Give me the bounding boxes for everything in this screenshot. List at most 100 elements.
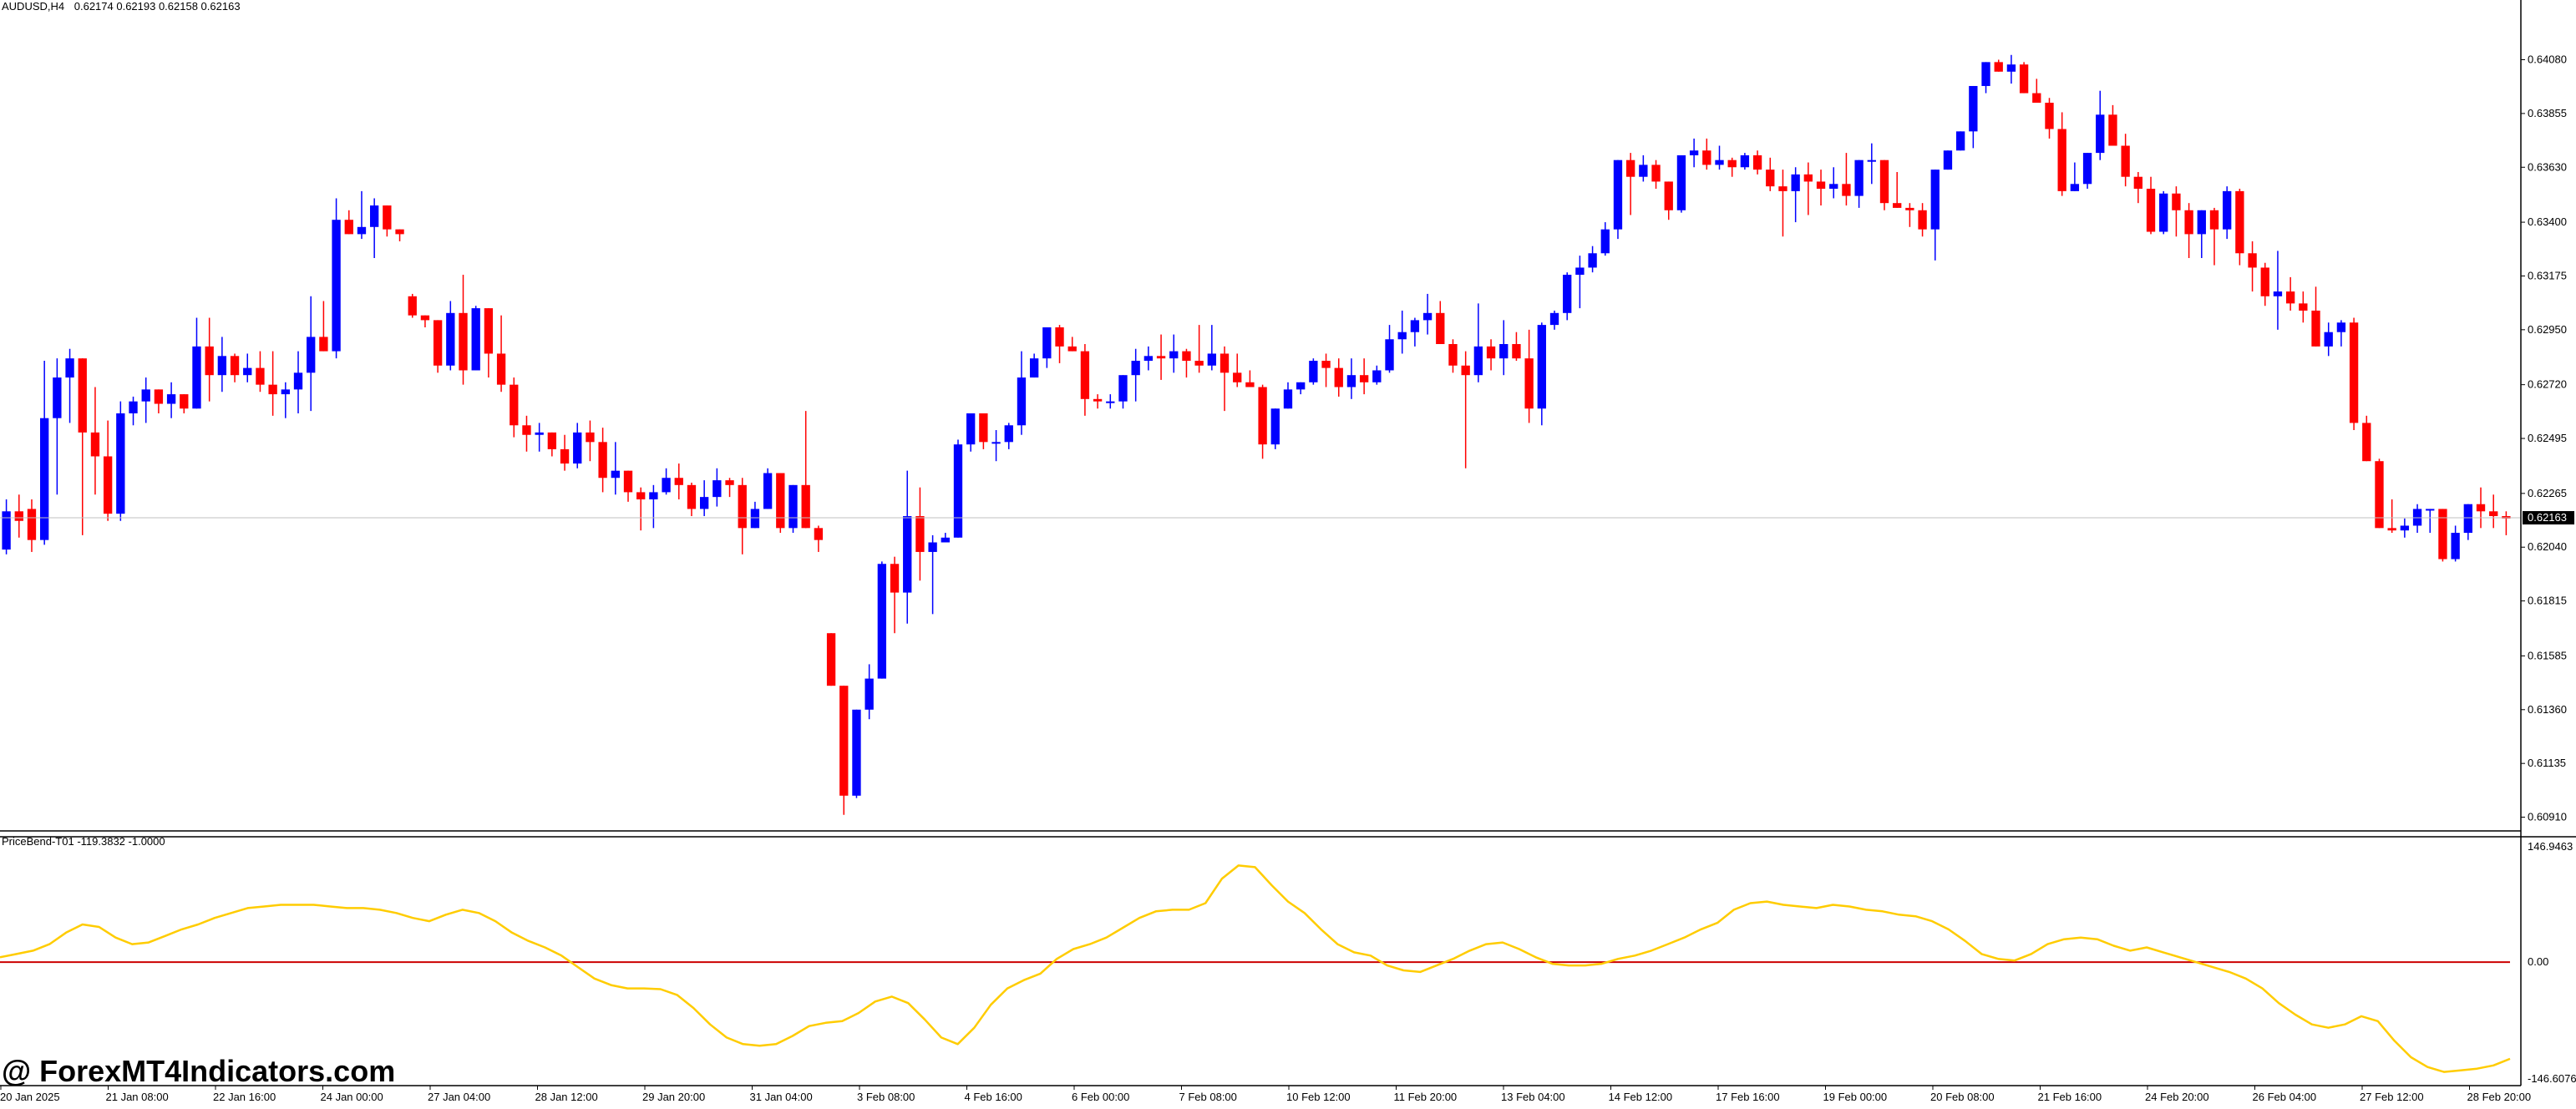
candle[interactable]	[2375, 458, 2384, 529]
candle[interactable]	[2463, 504, 2472, 540]
candle[interactable]	[496, 315, 506, 392]
candle[interactable]	[1067, 337, 1077, 352]
candle[interactable]	[1549, 310, 1559, 330]
candle[interactable]	[141, 377, 150, 423]
candle[interactable]	[1258, 384, 1267, 459]
candle[interactable]	[1918, 203, 1927, 237]
candle[interactable]	[890, 556, 900, 634]
candle[interactable]	[510, 377, 519, 438]
candle[interactable]	[40, 361, 49, 545]
candle[interactable]	[586, 420, 595, 462]
candle[interactable]	[1893, 171, 1902, 208]
candle[interactable]	[2336, 320, 2346, 347]
candle[interactable]	[1778, 170, 1787, 237]
candle[interactable]	[535, 423, 544, 452]
candle[interactable]	[1334, 358, 1343, 397]
candle[interactable]	[65, 348, 74, 423]
candle[interactable]	[1385, 325, 1394, 373]
candle[interactable]	[1448, 339, 1458, 373]
candle[interactable]	[383, 205, 392, 237]
candle[interactable]	[433, 320, 443, 373]
candle[interactable]	[1143, 346, 1154, 371]
candle[interactable]	[1473, 303, 1483, 382]
candle[interactable]	[1296, 382, 1306, 395]
candle[interactable]	[369, 198, 379, 258]
candle[interactable]	[1118, 375, 1128, 409]
candle[interactable]	[180, 394, 189, 413]
candle[interactable]	[547, 432, 557, 457]
candle[interactable]	[1613, 160, 1623, 240]
candle[interactable]	[1816, 170, 1826, 206]
candle[interactable]	[1689, 138, 1699, 168]
candle[interactable]	[395, 229, 404, 241]
candle[interactable]	[484, 308, 494, 378]
candle[interactable]	[2159, 190, 2168, 235]
candle[interactable]	[192, 317, 201, 409]
candle[interactable]	[1905, 203, 1914, 227]
candle[interactable]	[1422, 293, 1433, 335]
candle[interactable]	[1017, 351, 1027, 435]
candle[interactable]	[2235, 189, 2244, 266]
candle[interactable]	[268, 351, 277, 416]
candle[interactable]	[1410, 317, 1420, 347]
candle[interactable]	[839, 686, 849, 815]
candle[interactable]	[256, 351, 265, 392]
candle[interactable]	[1486, 339, 1496, 371]
candle[interactable]	[78, 358, 87, 535]
candle[interactable]	[573, 423, 582, 468]
candle[interactable]	[941, 533, 950, 543]
candle[interactable]	[928, 534, 937, 615]
candle[interactable]	[611, 442, 620, 495]
candle[interactable]	[674, 463, 683, 499]
candle[interactable]	[357, 190, 367, 240]
candle[interactable]	[623, 470, 633, 502]
candle[interactable]	[1829, 167, 1838, 199]
candle[interactable]	[103, 420, 113, 521]
candle[interactable]	[116, 401, 125, 521]
candle[interactable]	[1499, 320, 1509, 376]
candle[interactable]	[1106, 394, 1115, 409]
candle[interactable]	[877, 561, 887, 679]
candle[interactable]	[2476, 487, 2486, 529]
candle[interactable]	[1283, 382, 1293, 409]
candle[interactable]	[1930, 170, 1940, 261]
candle[interactable]	[2260, 262, 2269, 306]
candle[interactable]	[1702, 138, 1711, 170]
candle[interactable]	[1156, 334, 1166, 380]
candle[interactable]	[2121, 134, 2130, 187]
candle[interactable]	[738, 478, 747, 554]
candle[interactable]	[1093, 394, 1103, 409]
candle[interactable]	[1397, 310, 1407, 354]
candle[interactable]	[2349, 317, 2359, 431]
candle[interactable]	[1055, 325, 1064, 363]
candle[interactable]	[776, 473, 785, 534]
candle[interactable]	[865, 664, 874, 720]
price-panel[interactable]	[0, 54, 2521, 815]
candle[interactable]	[1791, 167, 1800, 223]
candle[interactable]	[53, 358, 62, 495]
candle[interactable]	[281, 382, 290, 418]
candle[interactable]	[662, 468, 671, 495]
candle[interactable]	[687, 482, 697, 517]
candle[interactable]	[1512, 332, 1521, 362]
candle[interactable]	[154, 389, 164, 413]
candle[interactable]	[446, 301, 455, 371]
candle[interactable]	[2045, 98, 2054, 139]
candle[interactable]	[2285, 276, 2295, 311]
candle[interactable]	[1372, 365, 1382, 385]
candle[interactable]	[217, 337, 227, 392]
candle[interactable]	[2223, 186, 2232, 240]
candle[interactable]	[560, 434, 570, 471]
candle[interactable]	[789, 484, 798, 534]
candle[interactable]	[27, 499, 37, 552]
candle[interactable]	[2096, 90, 2105, 160]
candle[interactable]	[129, 396, 138, 426]
candle[interactable]	[2451, 525, 2460, 562]
candle[interactable]	[1131, 348, 1140, 402]
candle[interactable]	[1588, 246, 1597, 273]
candle[interactable]	[826, 633, 836, 686]
candle[interactable]	[522, 415, 531, 452]
candle[interactable]	[243, 353, 252, 382]
candle[interactable]	[1867, 143, 1876, 185]
candle[interactable]	[332, 198, 341, 359]
